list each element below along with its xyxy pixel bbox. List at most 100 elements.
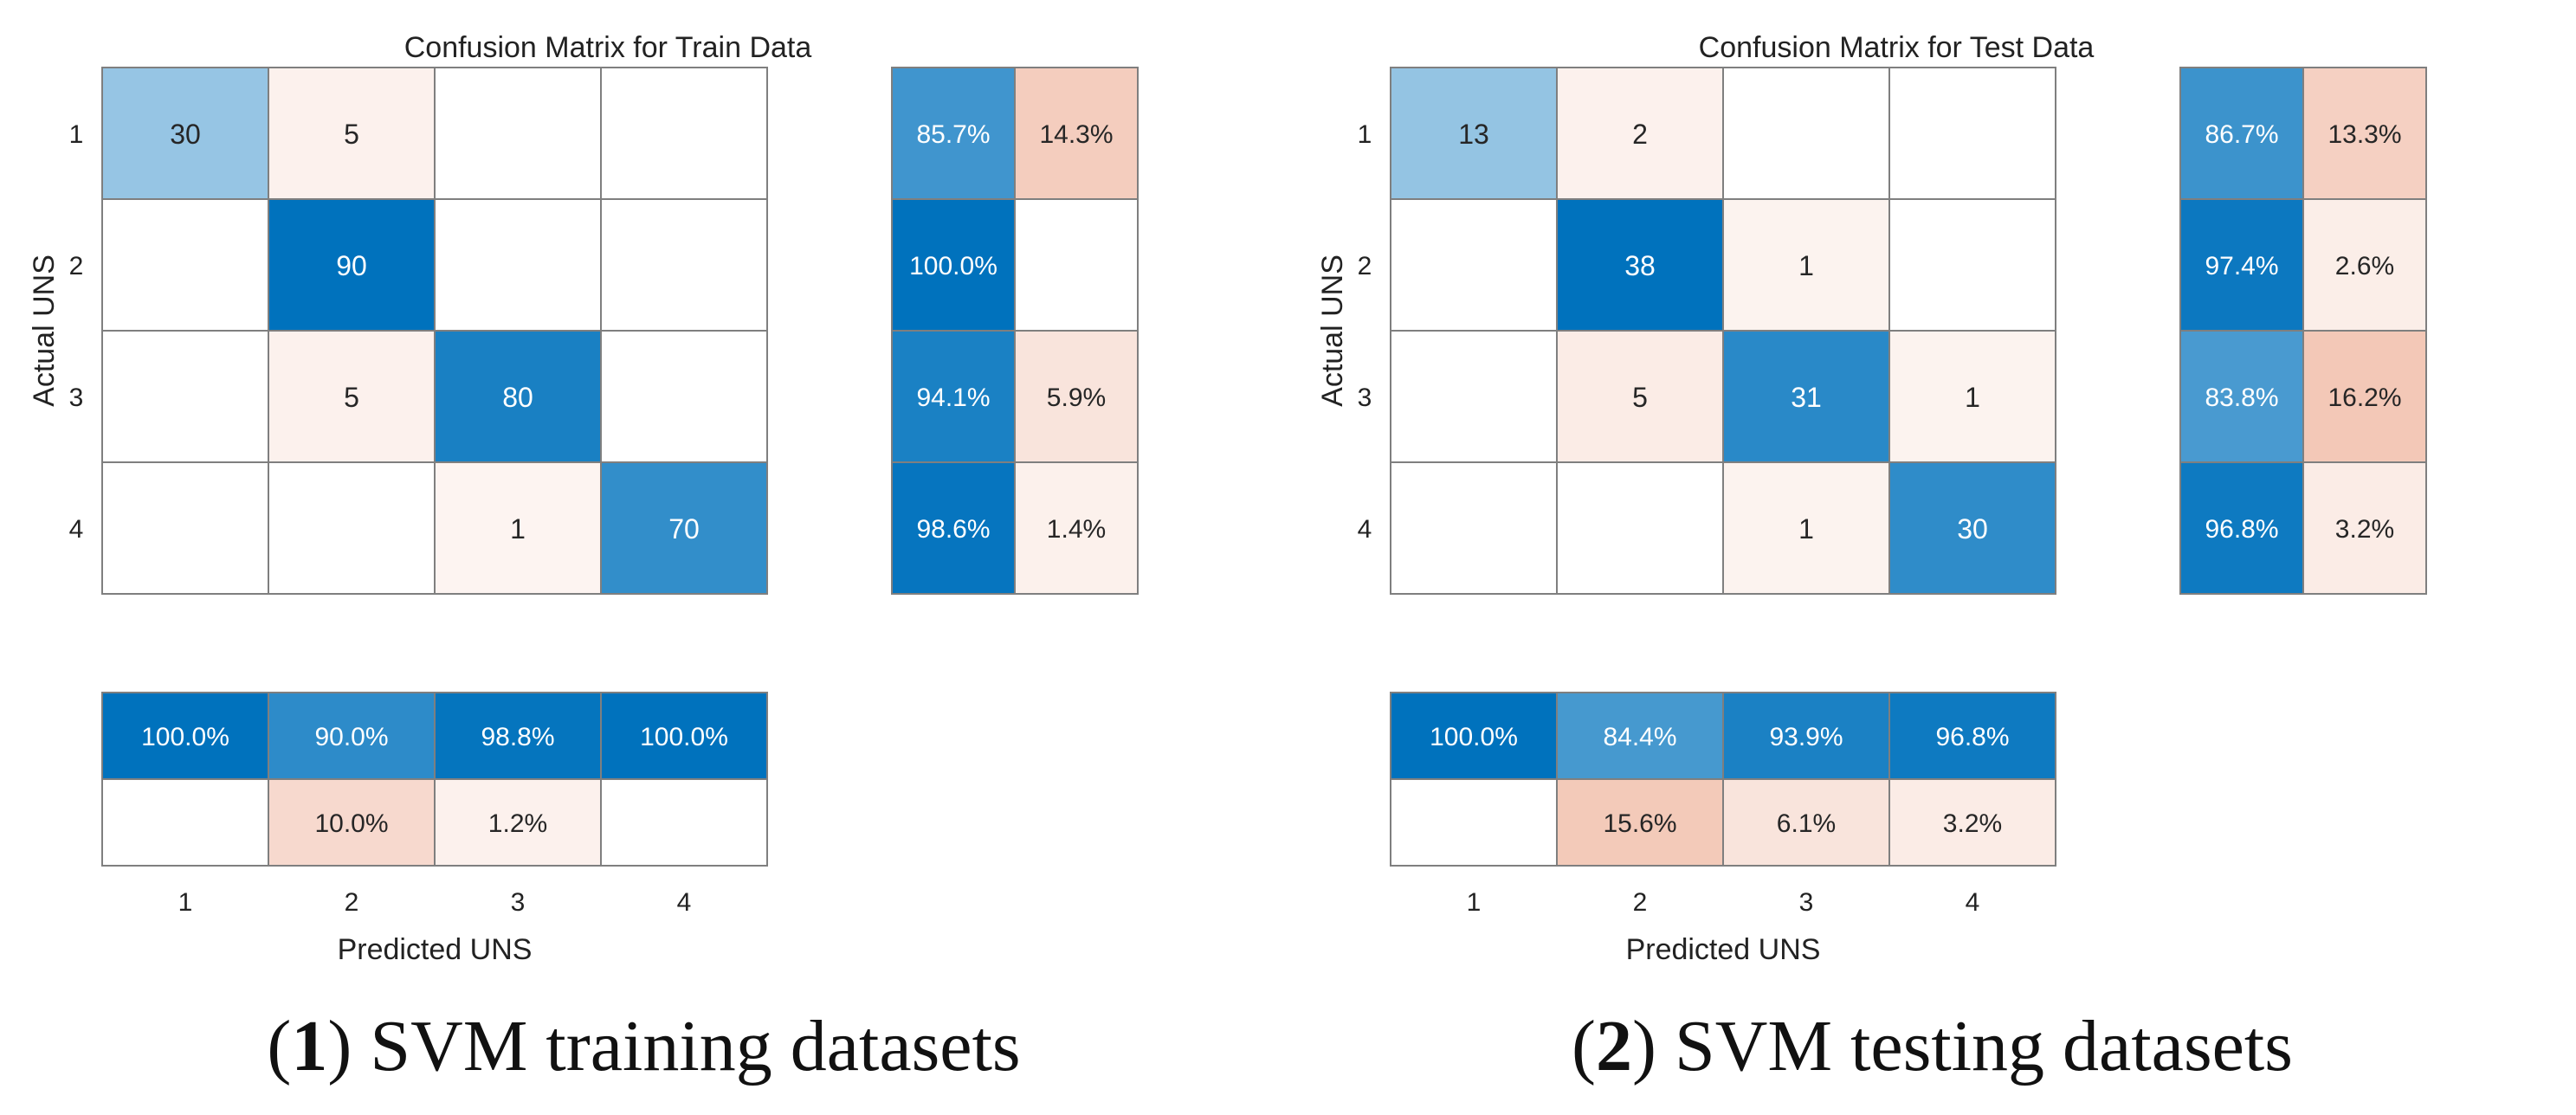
matrix-cell	[1390, 461, 1558, 595]
matrix-cell	[268, 461, 436, 595]
matrix-cell-value: 30	[170, 119, 201, 150]
column-summary-correct-cell	[1390, 692, 1558, 780]
matrix-cell-value: 38	[1624, 250, 1656, 281]
column-summary-correct-value: 100.0%	[1430, 723, 1518, 751]
y-tick-label: 1	[69, 120, 84, 149]
test-confusion-panel: Confusion Matrix for Test Data 13 2 38 1 5 31 1…	[1288, 0, 2576, 1115]
y-tick-label: 2	[69, 252, 84, 280]
matrix-cell	[1390, 67, 1558, 200]
matrix-cell	[600, 461, 768, 595]
y-tick-label: 3	[1358, 383, 1372, 412]
column-summary-correct-value: 98.8%	[481, 723, 554, 751]
row-summary-correct-value: 86.7%	[2205, 120, 2278, 149]
row-summary-incorrect-value: 5.9%	[1047, 383, 1106, 412]
matrix-cell-value: 1	[1798, 513, 1814, 545]
column-summary-correct-cell	[1888, 692, 2056, 780]
row-summary-incorrect-cell	[2302, 198, 2427, 332]
matrix-cell-value: 5	[344, 382, 359, 413]
matrix-cell	[1556, 198, 1724, 332]
column-summary-incorrect-value: 3.2%	[1943, 809, 2002, 838]
column-summary-incorrect-cell	[1390, 778, 1558, 867]
matrix-cell	[268, 67, 436, 200]
x-axis-label: Predicted UNS	[1626, 933, 1821, 966]
matrix-cell	[1722, 67, 1890, 200]
matrix-cell	[600, 67, 768, 200]
row-summary-incorrect-cell	[2302, 67, 2427, 200]
matrix-cell	[1556, 67, 1724, 200]
column-summary-correct-cell	[434, 692, 602, 780]
row-summary-correct-value: 100.0%	[909, 252, 997, 280]
matrix-cell	[101, 67, 269, 200]
matrix-cell	[434, 330, 602, 463]
matrix-cell	[1390, 198, 1558, 332]
y-tick-label: 4	[1358, 515, 1372, 544]
x-tick-label: 2	[345, 888, 359, 917]
caption-number: 2	[1596, 1006, 1633, 1086]
matrix-cell-value: 1	[1798, 250, 1814, 281]
row-summary-correct-cell	[2179, 461, 2304, 595]
train-confusion-chart: Confusion Matrix for Train Data 30 5 90 5 80 1…	[28, 31, 1139, 966]
matrix-cell	[268, 330, 436, 463]
row-summary-incorrect-value: 13.3%	[2327, 120, 2401, 149]
chart-title: Confusion Matrix for Train Data	[404, 31, 812, 64]
column-summary-correct-value: 100.0%	[640, 723, 728, 751]
y-tick-label: 3	[69, 383, 84, 412]
y-tick-label: 1	[1358, 120, 1372, 149]
x-tick-label: 4	[1966, 888, 1980, 917]
row-summary-incorrect-value: 16.2%	[2327, 383, 2401, 412]
row-summary-incorrect-value: 2.6%	[2335, 252, 2394, 280]
row-summary-correct-value: 83.8%	[2205, 383, 2278, 412]
y-tick-label: 4	[69, 515, 84, 544]
row-summary-incorrect-cell	[2302, 330, 2427, 463]
caption-text: SVM testing datasets	[1675, 1006, 2293, 1086]
matrix-cell-value: 1	[510, 513, 526, 545]
column-summary-correct-cell	[600, 692, 768, 780]
y-tick-label: 2	[1358, 252, 1372, 280]
row-summary-incorrect-cell	[2302, 461, 2427, 595]
x-tick-label: 3	[1799, 888, 1814, 917]
matrix-cell	[600, 330, 768, 463]
matrix-cell-value: 13	[1458, 119, 1489, 150]
column-summary-correct-value: 100.0%	[141, 723, 229, 751]
row-summary-incorrect-cell	[1014, 461, 1139, 595]
row-summary-incorrect-value: 14.3%	[1039, 120, 1113, 149]
matrix-cell-value: 31	[1791, 382, 1822, 413]
x-tick-label: 1	[1467, 888, 1482, 917]
row-summary-correct-value: 94.1%	[916, 383, 990, 412]
column-summary-incorrect-cell	[600, 778, 768, 867]
column-summary-correct-value: 90.0%	[314, 723, 388, 751]
row-summary-correct-cell	[891, 461, 1016, 595]
chart-title: Confusion Matrix for Test Data	[1699, 31, 2095, 64]
column-summary-incorrect-cell	[1722, 778, 1890, 867]
row-summary-incorrect-value: 1.4%	[1047, 515, 1106, 544]
matrix-cell	[600, 198, 768, 332]
column-summary-incorrect-value: 10.0%	[314, 809, 388, 838]
column-summary-incorrect-cell	[434, 778, 602, 867]
matrix-cell	[1390, 330, 1558, 463]
matrix-cell	[101, 330, 269, 463]
column-summary-correct-value: 96.8%	[1935, 723, 2009, 751]
matrix-cell	[1556, 330, 1724, 463]
caption-test: (2) SVM testing datasets	[1572, 1006, 2293, 1086]
column-summary-incorrect-cell	[101, 778, 269, 867]
row-summary-correct-value: 96.8%	[2205, 515, 2278, 544]
matrix-cell-value: 5	[344, 119, 359, 150]
matrix-cell-value: 80	[502, 382, 533, 413]
matrix-cell	[1888, 461, 2056, 595]
matrix-cell	[434, 198, 602, 332]
matrix-cell-value: 1	[1965, 382, 1980, 413]
matrix-cell	[101, 198, 269, 332]
x-tick-label: 1	[178, 888, 193, 917]
matrix-cell	[1556, 461, 1724, 595]
y-axis-label: Actual UNS	[1316, 255, 1349, 407]
x-axis-label: Predicted UNS	[338, 933, 533, 966]
column-summary-incorrect-cell	[1556, 778, 1724, 867]
row-summary-correct-cell	[891, 67, 1016, 200]
row-summary-correct-cell	[891, 198, 1016, 332]
caption-train: (1) SVM training datasets	[267, 1006, 1021, 1086]
matrix-cell	[1888, 198, 2056, 332]
matrix-cell	[1722, 461, 1890, 595]
column-summary-correct-value: 84.4%	[1603, 723, 1676, 751]
column-summary-correct-cell	[1556, 692, 1724, 780]
